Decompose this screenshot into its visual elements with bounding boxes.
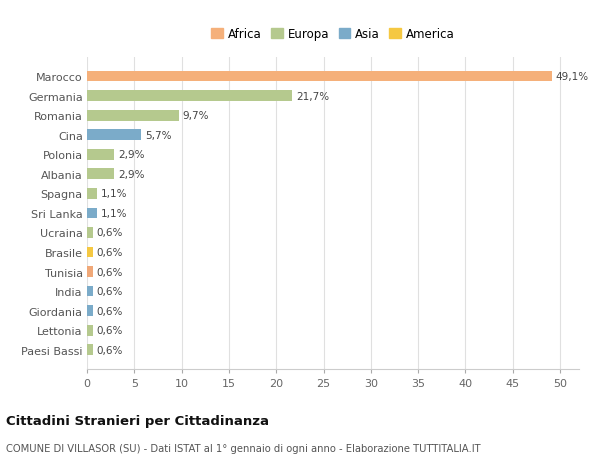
Text: 1,1%: 1,1% xyxy=(101,208,128,218)
Bar xyxy=(87,286,92,297)
Text: 0,6%: 0,6% xyxy=(97,306,123,316)
Bar xyxy=(87,267,92,277)
Text: 0,6%: 0,6% xyxy=(97,286,123,297)
Bar xyxy=(87,169,115,180)
Text: 0,6%: 0,6% xyxy=(97,325,123,336)
Bar xyxy=(87,130,141,141)
Bar xyxy=(87,111,179,121)
Text: 49,1%: 49,1% xyxy=(556,72,589,82)
Text: 21,7%: 21,7% xyxy=(296,91,329,101)
Text: Cittadini Stranieri per Cittadinanza: Cittadini Stranieri per Cittadinanza xyxy=(6,414,269,428)
Text: 0,6%: 0,6% xyxy=(97,267,123,277)
Text: 2,9%: 2,9% xyxy=(118,169,145,179)
Bar xyxy=(87,208,97,219)
Text: 0,6%: 0,6% xyxy=(97,228,123,238)
Text: 9,7%: 9,7% xyxy=(182,111,209,121)
Bar xyxy=(87,306,92,316)
Bar xyxy=(87,72,551,82)
Bar xyxy=(87,150,115,160)
Bar xyxy=(87,325,92,336)
Bar xyxy=(87,91,292,102)
Bar xyxy=(87,345,92,355)
Legend: Africa, Europa, Asia, America: Africa, Europa, Asia, America xyxy=(209,26,457,44)
Text: COMUNE DI VILLASOR (SU) - Dati ISTAT al 1° gennaio di ogni anno - Elaborazione T: COMUNE DI VILLASOR (SU) - Dati ISTAT al … xyxy=(6,443,481,453)
Text: 0,6%: 0,6% xyxy=(97,345,123,355)
Bar xyxy=(87,247,92,258)
Text: 5,7%: 5,7% xyxy=(145,130,171,140)
Text: 0,6%: 0,6% xyxy=(97,247,123,257)
Text: 2,9%: 2,9% xyxy=(118,150,145,160)
Bar xyxy=(87,189,97,199)
Bar xyxy=(87,228,92,238)
Text: 1,1%: 1,1% xyxy=(101,189,128,199)
